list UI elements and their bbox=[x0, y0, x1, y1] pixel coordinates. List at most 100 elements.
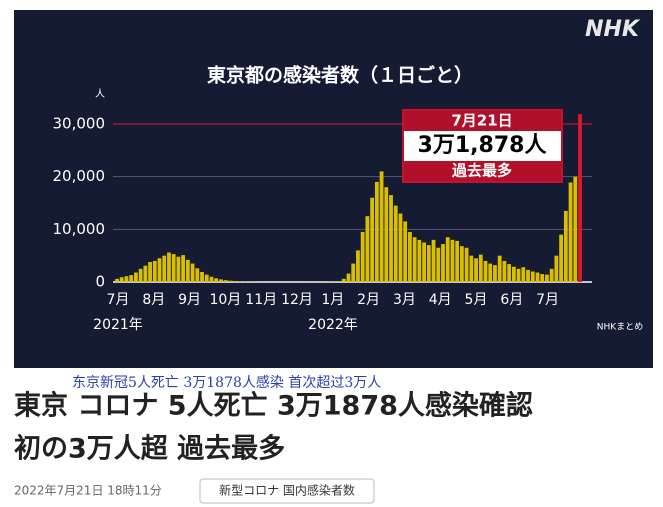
bar bbox=[455, 240, 460, 282]
bar bbox=[511, 266, 516, 282]
date: 2022年7月21日 18時11分 bbox=[14, 484, 162, 498]
x-tick-label: 2月 bbox=[357, 292, 380, 308]
bar bbox=[563, 210, 568, 282]
bar bbox=[195, 268, 200, 282]
bar bbox=[167, 252, 171, 282]
y-tick-label: 10,000 bbox=[53, 220, 106, 238]
bar bbox=[559, 234, 564, 282]
bar bbox=[133, 272, 138, 282]
bar bbox=[190, 263, 195, 282]
bar bbox=[408, 231, 412, 282]
bar bbox=[374, 181, 379, 282]
source: NHKまとめ bbox=[597, 322, 643, 333]
bar bbox=[124, 276, 129, 282]
annotation-header bbox=[404, 111, 561, 131]
bar bbox=[389, 195, 393, 282]
bar bbox=[365, 216, 370, 282]
bar bbox=[115, 278, 119, 282]
bar bbox=[214, 278, 219, 282]
bar bbox=[554, 255, 559, 282]
bar bbox=[341, 278, 346, 282]
bar bbox=[526, 269, 530, 282]
plot: 0 10,000 20,000 30,000 7月 8月 9月 10月 11月 12月 1月 2月 3月… bbox=[53, 114, 592, 333]
x-tick-label: 11月 bbox=[245, 292, 277, 308]
x-tick-label: 12月 bbox=[281, 292, 313, 308]
bar bbox=[403, 221, 408, 282]
bar bbox=[459, 246, 464, 282]
bar bbox=[502, 260, 507, 282]
bar bbox=[478, 254, 483, 282]
bar bbox=[223, 280, 228, 282]
bar bbox=[143, 265, 148, 282]
tag-box[interactable] bbox=[199, 478, 375, 504]
bar bbox=[441, 244, 445, 282]
bar bbox=[346, 273, 351, 282]
bar bbox=[351, 263, 356, 282]
bar bbox=[469, 255, 474, 282]
bar bbox=[129, 275, 134, 282]
bar bbox=[507, 264, 512, 282]
bar bbox=[233, 281, 238, 282]
logo: NHK bbox=[585, 17, 641, 42]
bar bbox=[483, 260, 488, 282]
bar bbox=[360, 231, 365, 282]
bar bbox=[422, 242, 426, 282]
x-tick-label: 5月 bbox=[465, 292, 488, 308]
year-label: 2021年 bbox=[93, 317, 143, 333]
bar bbox=[337, 281, 341, 282]
bar bbox=[393, 205, 398, 282]
bar bbox=[209, 276, 214, 282]
headline-line: 東京 コロナ 5人死亡 3万1878人感染確認 bbox=[14, 390, 533, 422]
bar bbox=[535, 272, 540, 282]
caption: 东京新冠5人死亡 3万1878人感染 首次超过3万人 bbox=[72, 374, 381, 391]
headline-line: 初の3万人超 過去最多 bbox=[14, 434, 285, 465]
bar bbox=[436, 247, 441, 282]
chart-panel bbox=[14, 10, 653, 368]
bar bbox=[181, 255, 186, 282]
bar bbox=[426, 245, 431, 282]
bar bbox=[379, 171, 384, 282]
bar bbox=[578, 114, 582, 283]
bar bbox=[549, 268, 554, 282]
annotation-value: 3万1,878人 bbox=[418, 133, 547, 158]
bar bbox=[157, 258, 162, 282]
bar bbox=[204, 274, 209, 282]
x-tick-label: 8月 bbox=[142, 292, 165, 308]
annotation-footer bbox=[404, 161, 561, 181]
bar bbox=[119, 277, 124, 282]
year-label: 2022年 bbox=[308, 317, 358, 333]
bar bbox=[474, 258, 478, 282]
bar bbox=[540, 274, 545, 282]
bar bbox=[162, 255, 167, 282]
bar bbox=[237, 281, 242, 282]
bar bbox=[521, 267, 526, 282]
y-unit: 人 bbox=[95, 88, 105, 100]
bar bbox=[568, 182, 573, 282]
x-tick-label: 10月 bbox=[209, 292, 241, 308]
bar bbox=[370, 197, 375, 282]
bar bbox=[464, 247, 469, 282]
bar bbox=[228, 280, 233, 282]
x-tick-label: 1月 bbox=[321, 292, 344, 308]
bar bbox=[445, 237, 450, 282]
x-tick-label: 7月 bbox=[107, 292, 130, 308]
bar bbox=[148, 261, 152, 282]
bar bbox=[384, 187, 389, 282]
bar bbox=[356, 250, 360, 282]
x-tick-label: 4月 bbox=[429, 292, 452, 308]
bar bbox=[573, 176, 578, 282]
chart-title: 東京都の感染者数（１日ごと） bbox=[207, 64, 473, 87]
bar bbox=[493, 265, 497, 282]
x-tick-label: 6月 bbox=[500, 292, 523, 308]
bar bbox=[417, 239, 422, 282]
bar bbox=[431, 239, 436, 282]
bar bbox=[545, 274, 549, 282]
annotation-note: 過去最多 bbox=[451, 162, 512, 180]
bar bbox=[412, 237, 417, 282]
y-tick-label: 0 bbox=[95, 273, 105, 291]
bar bbox=[450, 239, 455, 282]
bar bbox=[516, 268, 521, 282]
tag[interactable]: 新型コロナ 国内感染者数 bbox=[219, 483, 355, 498]
